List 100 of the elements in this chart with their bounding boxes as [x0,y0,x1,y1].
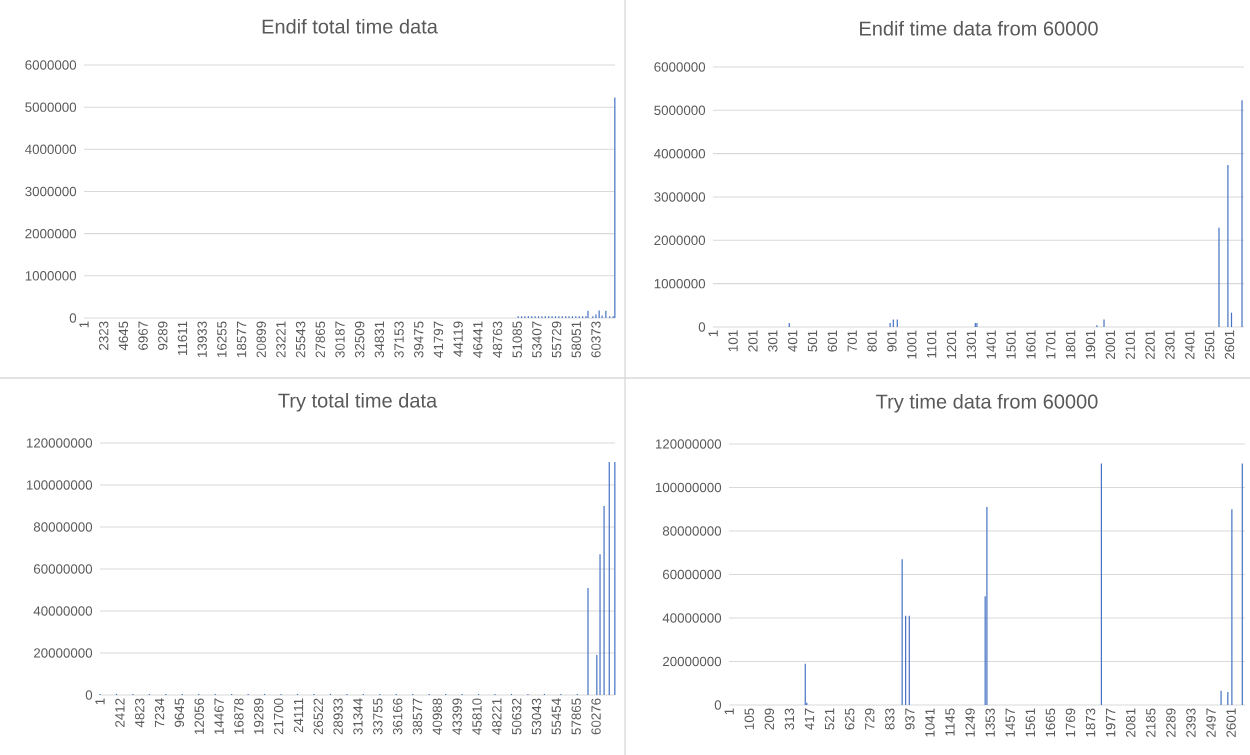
x-tick-label: 1769 [1065,708,1076,737]
y-tick-label: 80000000 [662,526,722,536]
chart-title: Try time data from 60000 [876,393,1098,413]
x-tick-label: 28933 [333,698,343,735]
x-tick-label: 2301 [1165,330,1175,359]
x-tick-label: 44119 [453,321,463,357]
x-tick-label: 27865 [315,321,326,358]
x-tick-label: 701 [847,330,857,352]
x-tick-label: 16878 [234,698,244,734]
x-tick-label: 501 [807,330,818,352]
x-tick-label: 301 [768,330,778,352]
x-tick-label: 23221 [276,321,286,358]
x-tick-label: 833 [885,708,895,730]
chart-title: Endif total time data [262,18,438,34]
x-tick-label: 53407 [532,321,542,358]
x-tick-label: 6967 [138,321,148,350]
y-tick-label: 0 [698,322,706,332]
y-tick-label: 0 [85,690,93,700]
x-tick-label: 48221 [492,698,502,735]
y-tick-label: 120000000 [655,439,722,449]
y-tick-label: 100000000 [655,482,722,493]
x-tick-label: 1457 [1005,708,1015,737]
y-tick-label: 5000000 [654,105,706,116]
chart-title: Try total time data [278,392,438,412]
y-tick-label: 1000000 [654,278,706,289]
x-tick-label: 1561 [1025,708,1036,737]
y-tick-label: 4000000 [654,148,706,159]
x-tick-label: 32509 [354,321,365,358]
x-tick-label: 31344 [353,698,363,735]
x-tick-label: 2412 [115,698,125,727]
y-tick-label: 120000000 [26,438,93,448]
x-tick-label: 9289 [158,321,168,350]
x-tick-label: 1601 [1026,330,1036,359]
x-tick-label: 55454 [551,698,562,735]
x-tick-label: 2323 [98,321,109,350]
x-tick-label: 2501 [1204,330,1215,359]
x-tick-label: 2101 [1125,330,1135,359]
x-tick-label: 18577 [236,321,247,357]
y-tick-label: 0 [69,313,77,323]
x-tick-label: 1001 [907,330,917,359]
x-tick-label: 2401 [1185,330,1195,359]
x-tick-label: 1145 [945,708,955,736]
x-tick-label: 1901 [1085,330,1096,359]
x-tick-label: 101 [728,330,738,352]
x-tick-label: 601 [827,330,838,352]
x-tick-label: 11611 [177,321,188,355]
y-tick-label: 60000000 [662,569,722,580]
x-tick-label: 1249 [965,708,975,737]
y-tick-label: 3000000 [654,192,706,202]
x-tick-label: 19289 [254,698,264,734]
x-tick-label: 58051 [571,321,581,358]
x-tick-label: 36166 [392,698,403,735]
x-tick-label: 1 [724,708,734,715]
x-tick-label: 2201 [1145,330,1155,359]
y-tick-label: 80000000 [33,522,93,532]
y-tick-label: 2000000 [654,235,706,246]
x-tick-label: 1873 [1085,708,1096,737]
x-tick-label: 313 [784,708,795,730]
x-tick-label: 33755 [373,698,383,735]
x-tick-label: 2081 [1126,708,1136,737]
y-tick-label: 1000000 [25,271,77,281]
x-tick-label: 51085 [512,321,522,358]
x-tick-label: 1801 [1065,330,1076,359]
x-tick-label: 625 [844,708,855,730]
x-tick-label: 1353 [985,708,995,737]
x-tick-label: 60276 [591,698,601,735]
x-tick-label: 521 [824,708,835,730]
x-tick-label: 45810 [472,698,482,735]
x-tick-label: 40988 [432,698,443,735]
x-tick-label: 38577 [412,698,423,735]
x-tick-label: 24111 [293,698,304,733]
x-tick-label: 26522 [313,698,323,735]
x-tick-label: 60373 [591,321,601,358]
x-tick-label: 7234 [154,698,165,727]
x-tick-label: 57865 [571,698,581,735]
y-tick-label: 2000000 [25,228,77,239]
x-tick-label: 401 [787,330,798,352]
x-tick-label: 2001 [1105,330,1116,359]
x-tick-label: 50632 [511,698,522,735]
x-tick-label: 4823 [134,698,145,728]
x-tick-label: 12056 [194,698,204,734]
x-tick-label: 43399 [452,698,462,735]
x-tick-label: 34831 [374,321,385,358]
x-tick-label: 801 [867,330,877,352]
y-tick-label: 20000000 [662,656,722,667]
x-tick-label: 2393 [1186,708,1196,737]
x-tick-label: 2497 [1206,708,1216,737]
x-tick-label: 53043 [531,698,542,735]
y-tick-label: 60000000 [33,564,93,574]
x-tick-label: 1401 [986,330,996,359]
x-tick-label: 25543 [295,321,306,358]
x-tick-label: 2601 [1224,330,1235,359]
x-tick-label: 1301 [966,330,977,359]
x-tick-label: 201 [748,330,758,352]
x-tick-label: 2601 [1226,708,1236,737]
x-tick-label: 20899 [256,321,266,358]
x-tick-label: 39475 [414,321,424,358]
x-tick-label: 937 [905,708,915,730]
x-tick-label: 1101 [926,330,937,358]
x-tick-label: 4645 [118,321,129,351]
